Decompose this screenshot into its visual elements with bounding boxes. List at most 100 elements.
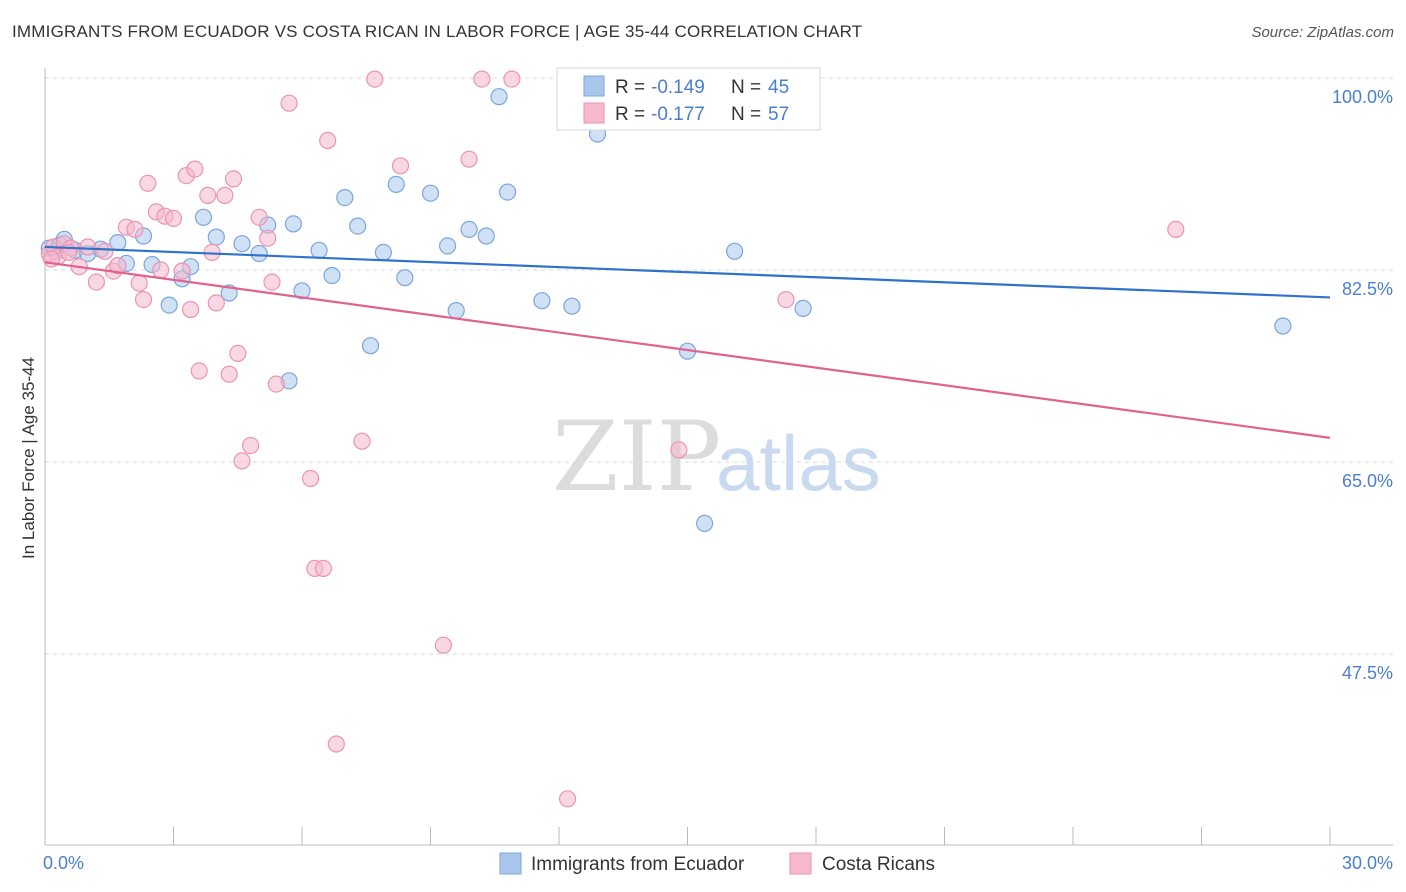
y-tick-label: 65.0% <box>1342 471 1393 491</box>
costa-rican-point <box>224 170 243 188</box>
legend-r-value-blue: -0.149 <box>651 77 705 98</box>
costa-rican-point <box>126 220 144 238</box>
costa-rican-point <box>353 432 371 450</box>
series-legend-swatch-blue <box>499 852 522 875</box>
axes <box>44 68 1393 846</box>
costa-rican-point <box>460 150 478 168</box>
ecuador-point <box>695 514 714 533</box>
ecuador-point <box>499 183 517 201</box>
costa-rican-point <box>87 273 106 291</box>
ecuador-point <box>207 228 225 246</box>
costa-rican-point <box>190 362 208 380</box>
ecuador-point <box>460 220 478 238</box>
series-legend: Immigrants from Ecuador Costa Ricans <box>499 852 935 875</box>
costa-rican-point <box>302 469 320 488</box>
ecuador-point <box>233 235 251 253</box>
legend-swatch-pink <box>583 102 605 124</box>
costa-rican-point <box>186 160 204 178</box>
costa-rican-point <box>109 257 127 275</box>
ecuador-point <box>1274 317 1292 335</box>
costa-rican-point <box>130 274 148 292</box>
ecuador-point <box>293 282 311 300</box>
trend-lines <box>44 245 1331 439</box>
ecuador-point <box>794 299 812 317</box>
stats-legend: R = -0.149 N = 45 R = -0.177 N = 57 <box>556 67 821 131</box>
legend-swatch-blue <box>583 75 605 97</box>
ecuador-point <box>336 189 354 207</box>
costa-rican-point <box>152 261 170 279</box>
tick-labels: 100.0% 82.5% 65.0% 47.5% 0.0% 30.0% <box>43 87 1393 873</box>
costa-rican-point <box>229 344 247 362</box>
x-tick-label: 0.0% <box>43 853 84 873</box>
ecuador-point <box>725 242 744 260</box>
ecuador-point <box>439 237 457 255</box>
costa-rican-point <box>242 436 260 455</box>
y-tick-label: 47.5% <box>1342 663 1393 683</box>
watermark: ZIP atlas <box>552 401 881 513</box>
ecuador-point <box>477 227 495 245</box>
ecuador-point <box>310 241 328 259</box>
costa-rican-point <box>199 186 217 204</box>
y-tick-label: 100.0% <box>1332 87 1393 107</box>
costa-rican-trend-line <box>44 261 1331 439</box>
costa-rican-point <box>134 291 153 309</box>
costa-rican-point <box>267 375 285 393</box>
watermark-zip: ZIP <box>552 401 721 513</box>
ecuador-point <box>160 296 178 314</box>
legend-n-label-pink: N = <box>731 104 761 125</box>
costa-rican-point <box>558 790 577 808</box>
costa-rican-point <box>207 294 225 312</box>
costa-rican-point <box>139 174 157 192</box>
costa-rican-point <box>96 242 114 260</box>
y-axis-label: In Labor Force | Age 35-44 <box>19 357 38 559</box>
legend-r-value-pink: -0.177 <box>651 104 705 125</box>
costa-rican-point <box>259 229 277 247</box>
costa-rican-point <box>434 636 452 654</box>
costa-rican-point <box>391 157 410 175</box>
costa-rican-point <box>503 70 521 88</box>
ecuador-point <box>533 292 551 310</box>
legend-n-value-pink: 57 <box>768 104 789 125</box>
data-points <box>40 70 1292 808</box>
watermark-atlas: atlas <box>716 419 881 507</box>
ecuador-point <box>349 217 367 235</box>
ecuador-point <box>194 208 213 226</box>
costa-rican-point <box>250 208 268 226</box>
ecuador-trend-line <box>44 245 1331 299</box>
costa-rican-point <box>327 735 345 753</box>
costa-rican-point <box>233 452 251 470</box>
costa-rican-point <box>319 131 337 150</box>
source-label: Source: ZipAtlas.com <box>1251 24 1394 41</box>
legend-r-label-blue: R = <box>615 77 645 98</box>
costa-rican-point <box>173 262 191 280</box>
ecuador-point <box>323 266 341 285</box>
legend-n-value-blue: 45 <box>768 77 789 98</box>
ecuador-point <box>374 243 392 261</box>
costa-rican-point <box>366 70 384 88</box>
x-tick-label: 30.0% <box>1342 853 1393 873</box>
series-legend-label-pink: Costa Ricans <box>822 854 935 875</box>
y-tick-label: 82.5% <box>1342 279 1393 299</box>
grid-lines <box>45 77 1393 655</box>
costa-rican-point <box>777 291 795 309</box>
ecuador-point <box>284 215 302 233</box>
costa-rican-point <box>263 273 281 291</box>
costa-rican-point <box>79 238 97 256</box>
ecuador-point <box>387 175 405 193</box>
legend-r-label-pink: R = <box>615 104 645 125</box>
costa-rican-point <box>220 365 238 383</box>
series-legend-label-blue: Immigrants from Ecuador <box>531 854 745 875</box>
ecuador-point <box>490 88 508 106</box>
costa-rican-point <box>670 441 688 459</box>
costa-rican-point <box>280 94 298 112</box>
costa-rican-point <box>314 559 332 578</box>
series-legend-swatch-pink <box>789 852 812 875</box>
costa-rican-point <box>182 300 200 319</box>
costa-rican-point <box>473 70 491 88</box>
costa-rican-point <box>164 209 183 227</box>
ecuador-point <box>250 244 268 263</box>
chart-title: IMMIGRANTS FROM ECUADOR VS COSTA RICAN I… <box>12 22 863 41</box>
ecuador-point <box>563 297 581 315</box>
ecuador-point <box>447 302 465 320</box>
